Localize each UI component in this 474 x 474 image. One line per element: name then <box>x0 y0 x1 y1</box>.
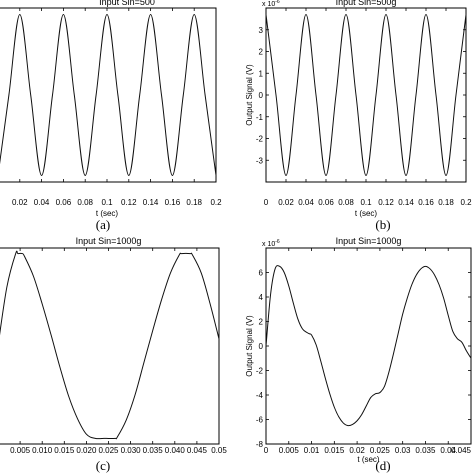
panel-caption: (b) <box>375 217 390 232</box>
y-exponent-label: x 10-6 <box>262 239 280 248</box>
x-tick-label: 0.06 <box>318 198 334 207</box>
x-tick-label: 0.005 <box>279 446 300 455</box>
y-tick-label: 0 <box>259 91 264 100</box>
x-tick-label: 0.010 <box>32 446 53 455</box>
panel-caption: (d) <box>375 458 390 473</box>
x-axis-label: t (sec) <box>355 209 378 218</box>
x-tick-label: 0.015 <box>54 446 75 455</box>
x-tick-label: 0.045 <box>187 446 208 455</box>
y-tick-label: 0 <box>259 342 264 351</box>
x-tick-label: 0.16 <box>165 198 181 207</box>
x-tick-label: 0.2 <box>210 198 222 207</box>
x-tick-label: 0.02 <box>278 198 294 207</box>
y-axis-label: Output Signal (V) <box>245 64 254 126</box>
chart-title: Input Sin=1000g <box>336 236 402 246</box>
y-tick-label: 1 <box>259 69 264 78</box>
x-axis-label: t (sec) <box>96 209 119 218</box>
x-tick-label: 0.005 <box>10 446 31 455</box>
x-tick-label: 0.01 <box>304 446 320 455</box>
x-tick-label: 0.05 <box>211 446 227 455</box>
x-tick-label: 0.1 <box>101 198 113 207</box>
x-tick-label: 0.14 <box>143 198 159 207</box>
series-line-1 <box>265 265 472 427</box>
x-tick-label: 0.1 <box>360 198 372 207</box>
x-tick-label: 0 <box>264 198 269 207</box>
chart-title: Input Sin=500 <box>99 0 155 7</box>
chart-title: Input Sin=1000g <box>76 236 142 246</box>
x-tick-label: 0.08 <box>338 198 354 207</box>
y-tick-label: 4 <box>259 293 264 302</box>
x-tick-label: 0.04 <box>34 198 50 207</box>
y-exponent-label: x 10-6 <box>262 0 280 8</box>
series-line-1 <box>0 250 220 440</box>
x-tick-label: 0.18 <box>186 198 202 207</box>
chart-panel-1: Input Sin=500 0.02 0.04 0.06 0.08 0.1 0.12 0.14… <box>0 0 222 232</box>
plot-frame <box>265 247 472 445</box>
y-tick-label: -1 <box>256 113 264 122</box>
x-tick-label: 0.020 <box>76 446 97 455</box>
x-tick-label: 0.12 <box>121 198 137 207</box>
y-tick-label: -2 <box>256 135 264 144</box>
x-tick-label: 0.025 <box>370 446 391 455</box>
y-tick-label: -2 <box>256 367 264 376</box>
x-tick-label: 0.015 <box>324 446 345 455</box>
y-tick-label: 2 <box>259 318 264 327</box>
y-axis-label: Output Signal (V) <box>245 315 254 377</box>
x-tick-label: 0.02 <box>349 446 365 455</box>
panel-caption: (c) <box>96 458 110 473</box>
x-tick-label: 0.06 <box>56 198 72 207</box>
y-tick-label: -6 <box>256 416 264 425</box>
x-tick-label: 0.02 <box>12 198 28 207</box>
x-tick-label: 0.08 <box>77 198 93 207</box>
x-tick-label: 0.035 <box>143 446 164 455</box>
plot-frame <box>0 247 220 445</box>
x-axis-label: t (sec) <box>357 455 380 464</box>
x-tick-label: 0.035 <box>415 446 436 455</box>
x-tick-label: 0.18 <box>438 198 454 207</box>
chart-title: Input Sin=500g <box>336 0 397 7</box>
series-line-1 <box>265 14 467 176</box>
y-tick-label: -3 <box>256 156 264 165</box>
series-line-1 <box>0 14 217 176</box>
chart-panel-3: Input Sin=1000g 0.005 0.010 0.015 0.020 0.025… <box>0 236 227 473</box>
x-tick-label: 0.12 <box>378 198 394 207</box>
x-tick-label: 0.2 <box>460 198 472 207</box>
y-tick-label: 3 <box>259 26 264 35</box>
y-tick-label: -8 <box>256 440 264 449</box>
chart-panel-2: Input Sin=500g x 10-6 0 0.02 0.04 0.06 0.08 0.1… <box>245 0 472 232</box>
x-tick-label: 0.16 <box>418 198 434 207</box>
x-tick-label: 0.025 <box>98 446 119 455</box>
panel-caption: (a) <box>96 217 110 232</box>
y-exponent-power: -6 <box>275 0 280 5</box>
y-tick-label: 6 <box>259 269 264 278</box>
chart-panel-4: Input Sin=1000g x 10-6 0 0.005 0.01 0.015 0.02… <box>245 236 472 473</box>
x-tick-label: 0.04 <box>440 446 456 455</box>
x-tick-label: 0.04 <box>298 198 314 207</box>
y-tick-label: -4 <box>256 391 264 400</box>
x-tick-label: 0.03 <box>395 446 411 455</box>
y-tick-label: 2 <box>259 48 264 57</box>
x-tick-label: 0.14 <box>398 198 414 207</box>
x-tick-label: 0.045 <box>451 446 472 455</box>
y-exponent-power: -6 <box>275 239 280 245</box>
x-tick-label: 0.030 <box>121 446 142 455</box>
x-tick-label: 0 <box>264 446 269 455</box>
x-tick-label: 0.040 <box>165 446 186 455</box>
